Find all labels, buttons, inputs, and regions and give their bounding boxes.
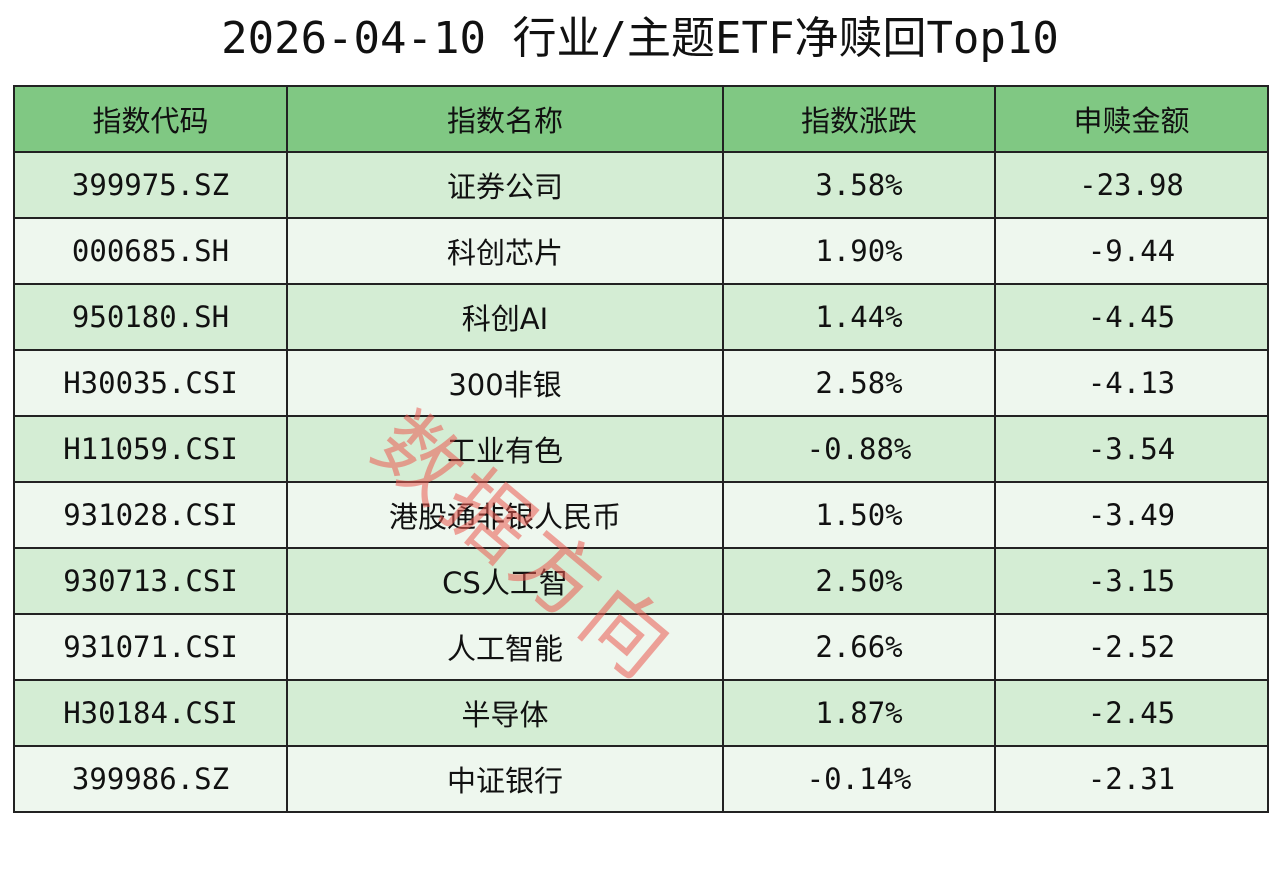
cell-amount: -2.52 <box>994 613 1269 681</box>
cell-change: 1.50% <box>722 481 996 549</box>
cell-change: 2.50% <box>722 547 996 615</box>
cell-code: 399975.SZ <box>13 151 288 219</box>
table-row: 000685.SH 科创芯片 1.90% -9.44 <box>13 217 1269 285</box>
cell-code: 931071.CSI <box>13 613 288 681</box>
cell-code: H11059.CSI <box>13 415 288 483</box>
cell-amount: -2.45 <box>994 679 1269 747</box>
cell-change: -0.14% <box>722 745 996 813</box>
cell-name: CS人工智 <box>286 547 724 615</box>
cell-code: 930713.CSI <box>13 547 288 615</box>
table-row: H30184.CSI 半导体 1.87% -2.45 <box>13 679 1269 747</box>
cell-amount: -3.54 <box>994 415 1269 483</box>
cell-amount: -23.98 <box>994 151 1269 219</box>
cell-amount: -2.31 <box>994 745 1269 813</box>
etf-redemption-table: 指数代码 指数名称 指数涨跌 申赎金额 399975.SZ 证券公司 3.58%… <box>13 85 1269 813</box>
cell-amount: -9.44 <box>994 217 1269 285</box>
cell-amount: -4.13 <box>994 349 1269 417</box>
table-row: H11059.CSI 工业有色 -0.88% -3.54 <box>13 415 1269 483</box>
cell-change: 1.90% <box>722 217 996 285</box>
cell-name: 科创芯片 <box>286 217 724 285</box>
cell-name: 港股通非银人民币 <box>286 481 724 549</box>
table-header-row: 指数代码 指数名称 指数涨跌 申赎金额 <box>13 85 1269 153</box>
table-row: 399986.SZ 中证银行 -0.14% -2.31 <box>13 745 1269 813</box>
header-index-name[interactable]: 指数名称 <box>286 85 724 153</box>
cell-change: 1.44% <box>722 283 996 351</box>
cell-name: 科创AI <box>286 283 724 351</box>
cell-name: 半导体 <box>286 679 724 747</box>
page-title: 2026-04-10 行业/主题ETF净赎回Top10 <box>221 13 1059 64</box>
cell-code: 399986.SZ <box>13 745 288 813</box>
cell-name: 证券公司 <box>286 151 724 219</box>
cell-code: 931028.CSI <box>13 481 288 549</box>
cell-code: 000685.SH <box>13 217 288 285</box>
cell-name: 300非银 <box>286 349 724 417</box>
cell-name: 中证银行 <box>286 745 724 813</box>
cell-change: -0.88% <box>722 415 996 483</box>
table-row: 930713.CSI CS人工智 2.50% -3.15 <box>13 547 1269 615</box>
cell-change: 2.58% <box>722 349 996 417</box>
table-row: 399975.SZ 证券公司 3.58% -23.98 <box>13 151 1269 219</box>
cell-change: 1.87% <box>722 679 996 747</box>
cell-change: 3.58% <box>722 151 996 219</box>
table-row: 950180.SH 科创AI 1.44% -4.45 <box>13 283 1269 351</box>
cell-change: 2.66% <box>722 613 996 681</box>
header-index-code[interactable]: 指数代码 <box>13 85 288 153</box>
table-row: 931071.CSI 人工智能 2.66% -2.52 <box>13 613 1269 681</box>
header-index-change[interactable]: 指数涨跌 <box>722 85 996 153</box>
cell-code: H30184.CSI <box>13 679 288 747</box>
cell-name: 工业有色 <box>286 415 724 483</box>
header-redemption-amount[interactable]: 申赎金额 <box>994 85 1269 153</box>
cell-amount: -3.15 <box>994 547 1269 615</box>
cell-name: 人工智能 <box>286 613 724 681</box>
cell-amount: -3.49 <box>994 481 1269 549</box>
table-row: 931028.CSI 港股通非银人民币 1.50% -3.49 <box>13 481 1269 549</box>
table-row: H30035.CSI 300非银 2.58% -4.13 <box>13 349 1269 417</box>
cell-amount: -4.45 <box>994 283 1269 351</box>
cell-code: H30035.CSI <box>13 349 288 417</box>
cell-code: 950180.SH <box>13 283 288 351</box>
